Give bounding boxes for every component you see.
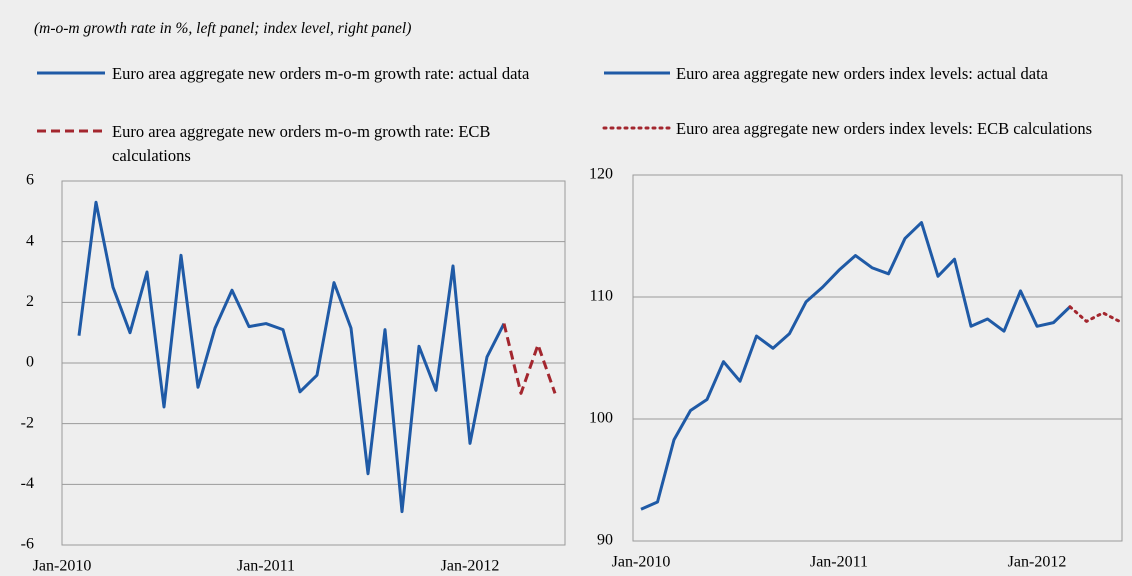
x-tick-label: Jan-2011 [237, 558, 295, 575]
y-tick-label: 6 [26, 172, 34, 189]
series-line [77, 200, 506, 514]
y-tick-label: 4 [26, 232, 34, 249]
legend-label: Euro area aggregate new orders index lev… [676, 64, 1048, 83]
y-tick-label: 100 [589, 410, 613, 427]
y-tick-label: -4 [21, 475, 34, 492]
y-tick-label: 120 [589, 166, 613, 183]
x-tick-label: Jan-2012 [441, 558, 500, 575]
series-line [1068, 305, 1121, 323]
series-line [502, 323, 557, 395]
subtitle: (m-o-m growth rate in %, left panel; ind… [34, 20, 412, 37]
series-line [640, 221, 1072, 511]
y-tick-label: 2 [26, 293, 34, 310]
y-tick-label: -6 [21, 536, 34, 553]
plot-frame [632, 174, 1123, 542]
y-tick-label: 90 [597, 532, 613, 549]
y-tick-label: 110 [590, 288, 613, 305]
legend-label: Euro area aggregate new orders m-o-m gro… [112, 122, 491, 165]
x-tick-label: Jan-2010 [33, 558, 92, 575]
x-tick-label: Jan-2012 [1008, 554, 1067, 571]
plot-frame [61, 180, 566, 546]
legend-label: Euro area aggregate new orders m-o-m gro… [112, 64, 530, 83]
legend-label: Euro area aggregate new orders index lev… [676, 119, 1093, 138]
y-tick-label: -2 [21, 414, 34, 431]
x-tick-label: Jan-2011 [810, 554, 868, 571]
y-tick-label: 0 [26, 354, 34, 371]
x-tick-label: Jan-2010 [612, 554, 671, 571]
